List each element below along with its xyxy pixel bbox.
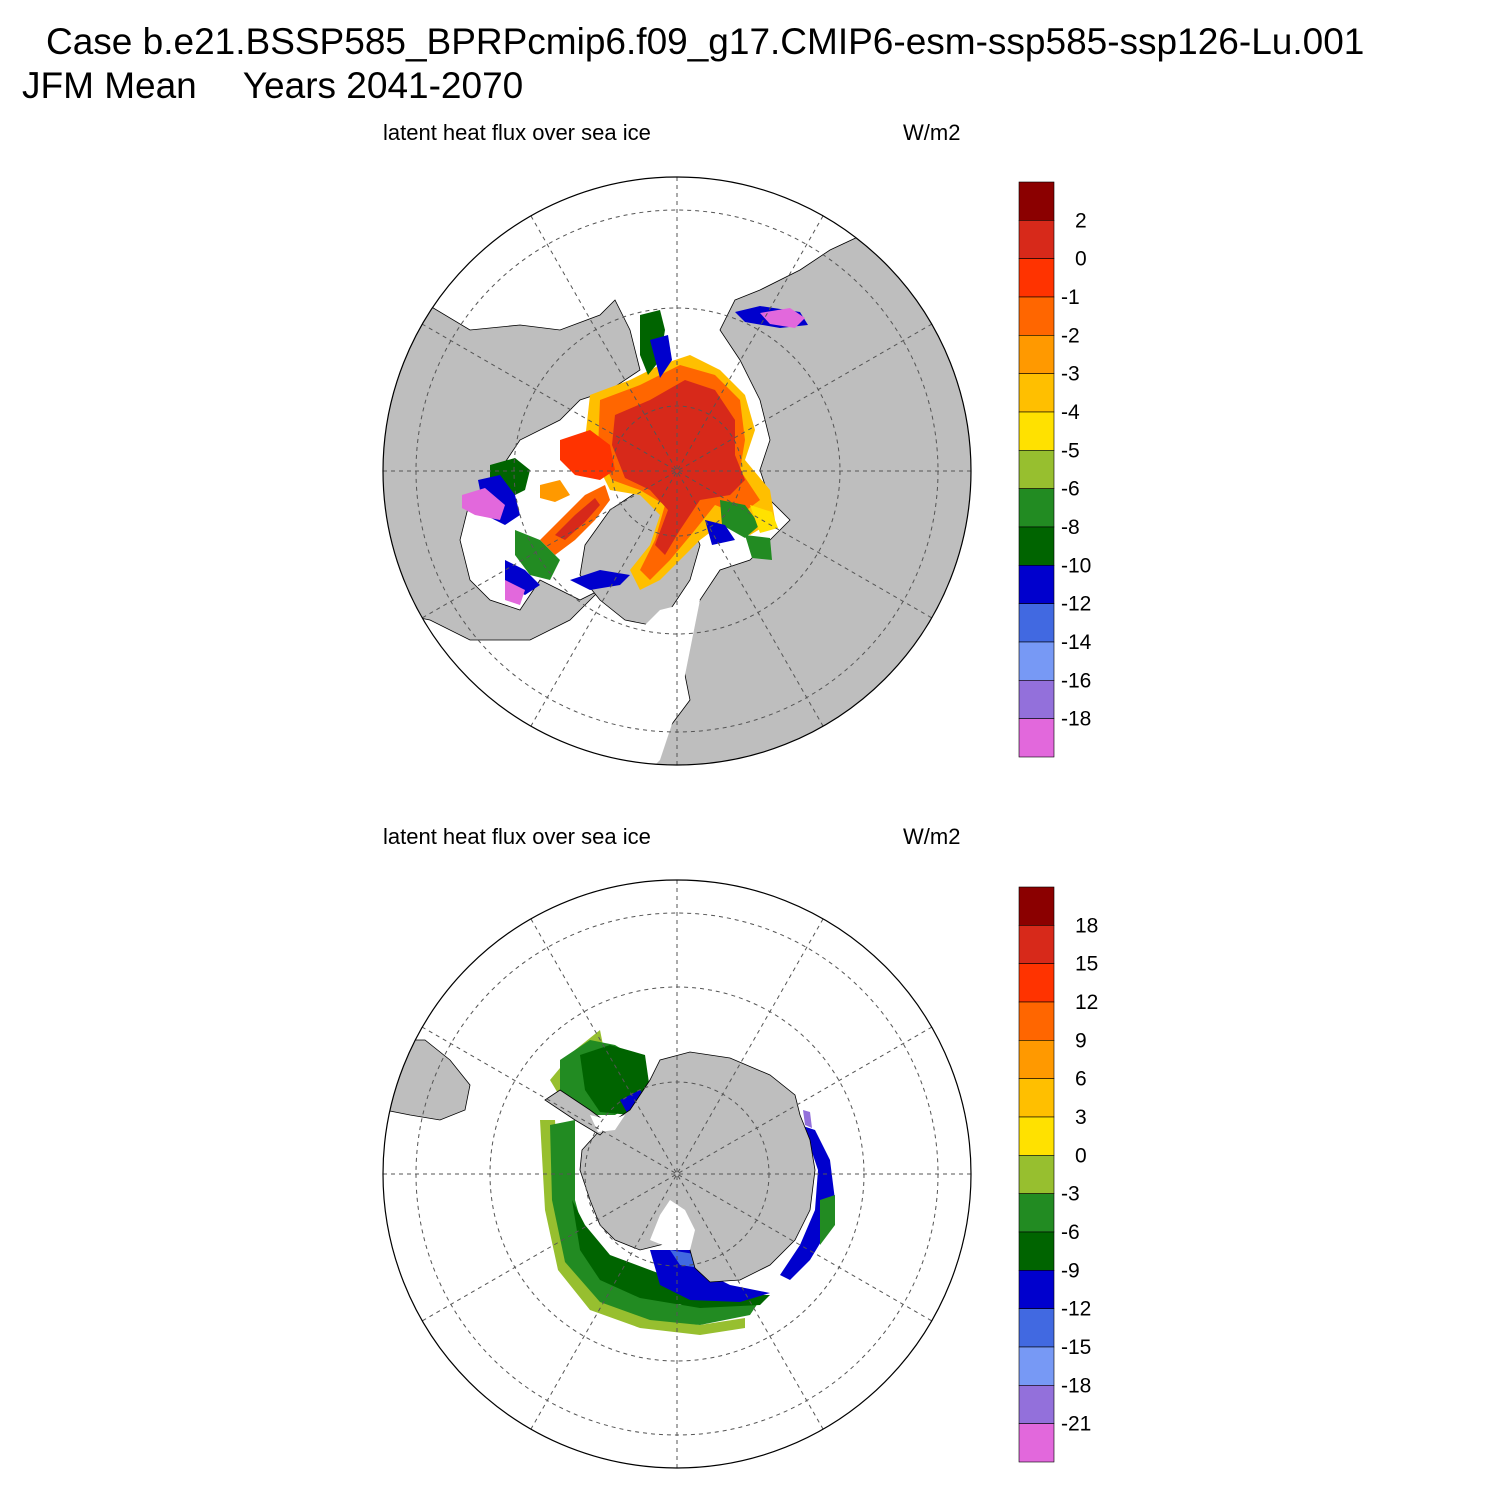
nh-colorbar-swatch [1018, 411, 1055, 451]
nh-colorbar-swatch [1018, 373, 1055, 413]
figure-title: Case b.e21.BSSP585_BPRPcmip6.f09_g17.CMI… [46, 21, 1365, 62]
nh-colorbar-tick-label: -1 [1061, 286, 1080, 309]
nh-colorbar-tick-label: -3 [1061, 363, 1080, 386]
nh-colorbar-swatch [1018, 258, 1055, 298]
sh-ice-east-green [820, 1195, 835, 1245]
nh-ice-barents-blue [705, 520, 735, 545]
years-label: Years 2041-2070 [242, 65, 524, 106]
sh-colorbar-swatch [1018, 925, 1055, 964]
sh-colorbar-tick-label: -9 [1061, 1259, 1080, 1282]
figure-subtitle: JFM Mean Years 2041-2070 [22, 66, 523, 106]
sh-polar-map [382, 879, 972, 1469]
nh-colorbar-tick-label: -18 [1061, 708, 1091, 731]
nh-graticule [383, 177, 971, 765]
nh-colorbar-swatch [1018, 181, 1055, 221]
sh-panel-title: latent heat flux over sea ice [383, 824, 651, 849]
nh-panel-units: W/m2 [903, 120, 961, 145]
nh-ice-bering-blue [650, 335, 672, 378]
nh-panel-title: latent heat flux over sea ice [383, 120, 651, 145]
nh-colorbar-tick-label: -16 [1061, 669, 1091, 692]
sh-colorbar-swatch [1018, 1078, 1055, 1118]
nh-colorbar-swatch [1018, 450, 1055, 489]
nh-colorbar-swatch [1018, 718, 1055, 758]
nh-colorbar-swatch [1018, 220, 1055, 259]
nh-colorbar-tick-label: -12 [1061, 593, 1091, 616]
nh-ice-archipelago-orange [540, 480, 570, 502]
sh-graticule [383, 880, 971, 1468]
sh-colorbar-swatch [1018, 886, 1055, 926]
nh-colorbar-tick-label: -10 [1061, 554, 1091, 577]
sh-colorbar-tick-label: -18 [1061, 1374, 1091, 1397]
sh-colorbar-tick-label: -12 [1061, 1298, 1091, 1321]
nh-ice-okhotsk-pink [760, 308, 805, 328]
nh-colorbar-swatch [1018, 526, 1055, 566]
nh-colorbar-swatch [1018, 680, 1055, 719]
nh-colorbar-tick-label: -14 [1061, 631, 1092, 654]
sh-colorbar-swatch [1018, 1385, 1055, 1424]
sh-colorbar-tick-label: -3 [1061, 1183, 1080, 1206]
nh-colorbar-tick-label: -8 [1061, 516, 1080, 539]
nh-colorbar-tick-label: -6 [1061, 478, 1080, 501]
nh-colorbar-tick-label: 2 [1075, 209, 1087, 232]
nh-ice-east-greenland-blue [570, 570, 630, 590]
sh-colorbar-tick-label: -6 [1061, 1221, 1080, 1244]
season-label: JFM Mean [22, 65, 197, 106]
nh-colorbar-swatch [1018, 641, 1055, 681]
sh-colorbar-swatch [1018, 1308, 1055, 1348]
nh-colorbar-swatch [1018, 565, 1055, 604]
sh-colorbar-swatch [1018, 1193, 1055, 1233]
sh-ice-east-purple [803, 1110, 812, 1128]
sh-colorbar-swatch [1018, 1231, 1055, 1271]
nh-ice-labrador-pink [505, 580, 525, 605]
sh-ice-ross-dark [572, 1200, 770, 1308]
nh-colorbar-swatch [1018, 335, 1055, 374]
sh-panel-units: W/m2 [903, 824, 961, 849]
nh-ocean-north-atlantic [470, 640, 640, 765]
nh-colorbar-swatch [1018, 296, 1055, 336]
nh-colorbar-tick-label: -2 [1061, 324, 1080, 347]
sh-colorbar: 18 15 12 9 6 3 0 -3 -6 -9 -12 -15 -18 -21 [1018, 886, 1098, 1463]
sh-colorbar-swatch [1018, 963, 1055, 1003]
sh-colorbar-tick-label: 6 [1075, 1068, 1087, 1091]
sh-colorbar-swatch [1018, 1116, 1055, 1156]
nh-ice-kara-green [745, 535, 772, 560]
sh-colorbar-tick-label: 3 [1075, 1106, 1087, 1129]
nh-colorbar: 2 0 -1 -2 -3 -4 -5 -6 -8 -10 -12 -14 -16 -18 [1018, 181, 1092, 758]
sh-colorbar-swatch [1018, 1270, 1055, 1309]
sh-weddell-ice-shelf [590, 1115, 625, 1132]
nh-map-border [382, 176, 972, 766]
sh-colorbar-tick-label: -21 [1061, 1413, 1091, 1436]
sh-colorbar-swatch [1018, 1346, 1055, 1386]
sh-colorbar-swatch [1018, 1155, 1055, 1194]
nh-colorbar-swatch [1018, 603, 1055, 643]
sh-colorbar-tick-label: 18 [1075, 914, 1098, 937]
nh-colorbar-swatch [1018, 488, 1055, 528]
nh-polar-map [382, 176, 972, 766]
nh-ice-hudson-pink [462, 488, 505, 520]
nh-ice-baffin-red [555, 498, 600, 540]
nh-colorbar-tick-label: -4 [1061, 401, 1080, 424]
sh-colorbar-tick-label: -15 [1061, 1336, 1091, 1359]
sh-colorbar-swatch [1018, 1001, 1055, 1041]
sh-colorbar-tick-label: 15 [1075, 953, 1098, 976]
nh-ice-barents-green [720, 500, 760, 538]
sh-colorbar-tick-label: 12 [1075, 991, 1098, 1014]
nh-ice-archipelago [560, 430, 615, 480]
nh-colorbar-tick-label: -5 [1061, 439, 1080, 462]
nh-colorbar-tick-label: 0 [1075, 248, 1087, 271]
sh-colorbar-tick-label: 0 [1075, 1144, 1087, 1167]
sh-ross-ice-shelf [650, 1200, 695, 1250]
sh-land-antarctica [579, 1051, 816, 1283]
nh-ice-kara-yellow [750, 505, 778, 533]
sh-colorbar-tick-label: 9 [1075, 1029, 1087, 1052]
sh-map-border [382, 879, 972, 1469]
nh-ice-labrador-green [515, 530, 560, 580]
sh-colorbar-swatch [1018, 1423, 1055, 1463]
sh-colorbar-swatch [1018, 1040, 1055, 1079]
